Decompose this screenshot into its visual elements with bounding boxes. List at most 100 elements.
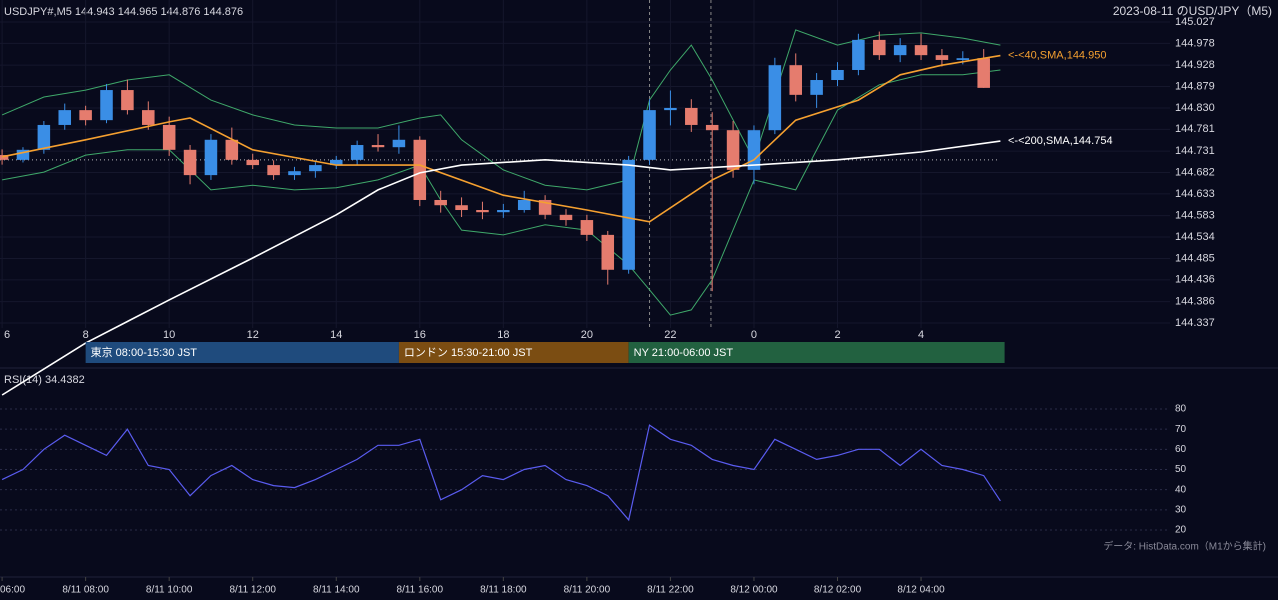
y-tick-label: 144.583 [1175, 210, 1215, 222]
sma-line [1, 54, 1001, 223]
candle-body [162, 124, 176, 150]
candle-body [350, 145, 364, 160]
candle-body [413, 139, 427, 200]
y-tick-label: 144.633 [1175, 188, 1215, 200]
chart-subtitle: USDJPY#,M5 144.943 144.965 144.876 144.8… [4, 6, 243, 18]
candle-body [622, 159, 635, 270]
y-tick-label: 50 [1175, 464, 1187, 475]
candle-body [643, 110, 656, 160]
annotation: <-<40,SMA,144.950 [1008, 49, 1106, 61]
candle-body [873, 39, 886, 56]
candle-body [142, 110, 155, 125]
y-tick-label: 70 [1175, 424, 1187, 435]
y-tick-label: 144.830 [1175, 102, 1215, 114]
candle-body [705, 124, 719, 131]
candle-body [747, 130, 761, 170]
credit: データ: HistData.com（M1から集計) [1103, 540, 1266, 553]
candle-body [225, 139, 239, 160]
y-tick-label: 144.928 [1175, 59, 1215, 71]
x-tick-label: 8/12 04:00 [897, 585, 945, 596]
candle-body [935, 55, 949, 60]
candle-body [580, 220, 594, 235]
candle-body [183, 149, 197, 176]
candle-body [956, 58, 970, 60]
x-tick-label: 22 [664, 329, 676, 341]
x-tick-label: 6 [4, 329, 10, 341]
x-tick-label: 10 [163, 329, 175, 341]
candle-body [16, 149, 30, 160]
candle-body [726, 130, 740, 170]
y-tick-label: 145.027 [1175, 16, 1215, 28]
x-tick-label: 2 [834, 329, 840, 341]
x-tick-label: 8/11 12:00 [229, 585, 276, 596]
x-tick-label: 12 [247, 329, 259, 341]
candle-body [37, 124, 51, 150]
candle-body [455, 205, 468, 211]
candle-body [204, 139, 218, 176]
candle-body [267, 165, 280, 176]
candle-body [893, 45, 907, 56]
candle-body [79, 110, 92, 121]
candle-body [559, 214, 573, 221]
candle-body [392, 139, 406, 148]
y-tick-label: 20 [1175, 525, 1187, 536]
candle-body [497, 210, 510, 213]
x-tick-label: 8/11 16:00 [397, 585, 444, 596]
x-tick-label: 18 [497, 329, 509, 341]
candle-body [810, 80, 823, 95]
candle-body [246, 159, 259, 166]
candle-body [685, 107, 698, 125]
candle-body [0, 155, 9, 160]
x-tick-label: 8/11 20:00 [564, 585, 611, 596]
session-label: NY 21:00-06:00 JST [634, 347, 734, 359]
annotation: <-<200,SMA,144.754 [1008, 135, 1113, 147]
candle-body [768, 65, 782, 131]
x-tick-label: 8/12 00:00 [730, 585, 778, 596]
y-tick-label: 144.879 [1175, 80, 1215, 92]
session-bar [628, 342, 1005, 363]
x-tick-label: 8 [83, 329, 89, 341]
x-tick-label: 0 [751, 329, 757, 341]
y-tick-label: 144.386 [1175, 296, 1215, 308]
x-tick-label: 06:00 [0, 585, 25, 596]
y-tick-label: 144.731 [1175, 145, 1215, 157]
candle-body [977, 58, 990, 88]
x-tick-label: 8/11 18:00 [480, 585, 527, 596]
session-bar [398, 342, 629, 363]
chart-title: 2023-08-11 のUSD/JPY（M5) [1113, 4, 1272, 18]
session-label: 東京 08:00-15:30 JST [91, 345, 198, 359]
x-tick-label: 8/12 02:00 [814, 585, 862, 596]
candle-body [309, 165, 322, 172]
candle-body [100, 90, 113, 121]
x-tick-label: 16 [414, 329, 426, 341]
candle-body [121, 90, 134, 111]
candle-body [58, 110, 72, 125]
x-tick-label: 20 [581, 329, 593, 341]
candle-body [914, 45, 928, 56]
session-label: ロンドン 15:30-21:00 JST [404, 347, 533, 359]
y-tick-label: 144.485 [1175, 252, 1215, 264]
candle-body [789, 65, 802, 95]
candle-body [476, 210, 489, 213]
candle-body [434, 199, 447, 206]
candle-body [371, 145, 385, 148]
y-tick-label: 80 [1175, 404, 1187, 415]
sma-line [1, 140, 1001, 396]
bollinger-upper [1, 29, 1001, 191]
y-tick-label: 144.978 [1175, 37, 1215, 49]
rsi-title: RSI(14) 34.4382 [4, 374, 85, 386]
y-tick-label: 144.436 [1175, 274, 1215, 286]
y-tick-label: 144.781 [1175, 123, 1215, 135]
candle-body [288, 171, 301, 176]
candle-body [517, 199, 531, 211]
y-tick-label: 60 [1175, 444, 1187, 455]
candle-body [329, 159, 343, 166]
x-tick-label: 8/11 10:00 [146, 585, 193, 596]
y-tick-label: 40 [1175, 484, 1187, 495]
y-tick-label: 144.682 [1175, 166, 1215, 178]
rsi-line [1, 424, 1001, 522]
y-tick-label: 144.534 [1175, 231, 1215, 243]
